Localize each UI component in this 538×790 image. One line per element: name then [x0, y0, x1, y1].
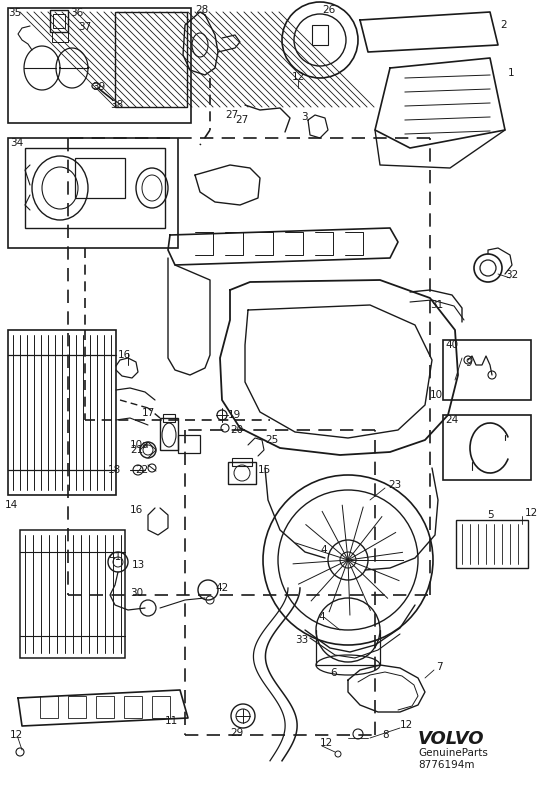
- Text: VOLVO: VOLVO: [418, 730, 485, 748]
- Bar: [456, 520, 528, 568]
- Text: 17: 17: [141, 408, 155, 418]
- Text: 27: 27: [225, 110, 238, 120]
- Bar: [25, 148, 165, 228]
- Text: 33: 33: [295, 635, 308, 645]
- Bar: [53, 14, 65, 28]
- Text: 24: 24: [445, 415, 458, 425]
- Text: 26: 26: [322, 5, 335, 15]
- Bar: [115, 12, 187, 107]
- Text: 8: 8: [382, 730, 388, 740]
- Text: 21: 21: [130, 445, 143, 455]
- Text: 4: 4: [320, 545, 327, 555]
- Text: 30: 30: [130, 588, 143, 598]
- Text: 31: 31: [430, 300, 443, 310]
- Bar: [232, 458, 252, 466]
- Bar: [443, 340, 531, 400]
- Text: 16: 16: [130, 505, 143, 515]
- Bar: [96, 696, 114, 718]
- Text: 27: 27: [235, 115, 248, 125]
- Text: 12: 12: [525, 508, 538, 518]
- Text: 12: 12: [292, 72, 305, 82]
- Text: 28: 28: [195, 5, 209, 15]
- Text: 20: 20: [230, 425, 243, 435]
- Bar: [443, 415, 531, 480]
- Text: 7: 7: [436, 662, 443, 672]
- Text: 42: 42: [215, 583, 228, 593]
- Text: GenuineParts: GenuineParts: [418, 748, 488, 758]
- Text: 9: 9: [465, 358, 472, 368]
- Text: 23: 23: [388, 480, 401, 490]
- Text: 16: 16: [118, 350, 131, 360]
- Text: 6: 6: [330, 668, 337, 678]
- Bar: [8, 8, 191, 123]
- Text: 3: 3: [301, 112, 308, 122]
- Text: 15: 15: [258, 465, 271, 475]
- Text: 34: 34: [10, 138, 23, 148]
- Text: 38: 38: [110, 100, 123, 110]
- Bar: [178, 435, 200, 453]
- Text: 19: 19: [228, 410, 241, 420]
- Bar: [75, 158, 125, 198]
- Text: 10a: 10a: [130, 440, 150, 450]
- Text: 18: 18: [108, 465, 121, 475]
- Text: 36: 36: [70, 8, 83, 18]
- Text: 2: 2: [500, 20, 507, 30]
- Bar: [8, 138, 178, 248]
- Text: 12: 12: [10, 730, 23, 740]
- Text: 12: 12: [400, 720, 413, 730]
- Bar: [40, 696, 58, 718]
- Text: 4: 4: [318, 612, 324, 622]
- Bar: [160, 418, 178, 450]
- Text: 1: 1: [508, 68, 515, 78]
- Bar: [8, 330, 116, 495]
- Bar: [152, 696, 170, 718]
- Text: 39: 39: [92, 82, 105, 92]
- Text: 32: 32: [505, 270, 518, 280]
- Text: 14: 14: [5, 500, 18, 510]
- Bar: [124, 696, 142, 718]
- Bar: [50, 10, 68, 32]
- Bar: [163, 414, 175, 422]
- Bar: [228, 462, 256, 484]
- Text: 25: 25: [265, 435, 278, 445]
- Bar: [20, 530, 125, 658]
- Text: 13: 13: [132, 560, 145, 570]
- Text: 5: 5: [487, 510, 493, 520]
- Text: 10: 10: [430, 390, 443, 400]
- Text: 40: 40: [445, 340, 458, 350]
- Text: 37: 37: [78, 22, 91, 32]
- Bar: [52, 32, 68, 42]
- Text: 12: 12: [320, 738, 333, 748]
- Bar: [68, 696, 86, 718]
- Text: 29: 29: [230, 728, 243, 738]
- Text: 8776194m: 8776194m: [418, 760, 475, 770]
- Text: 22: 22: [135, 465, 148, 475]
- Text: 41: 41: [108, 552, 121, 562]
- Bar: [312, 25, 328, 45]
- Text: 11: 11: [165, 716, 178, 726]
- Text: 35: 35: [8, 8, 21, 18]
